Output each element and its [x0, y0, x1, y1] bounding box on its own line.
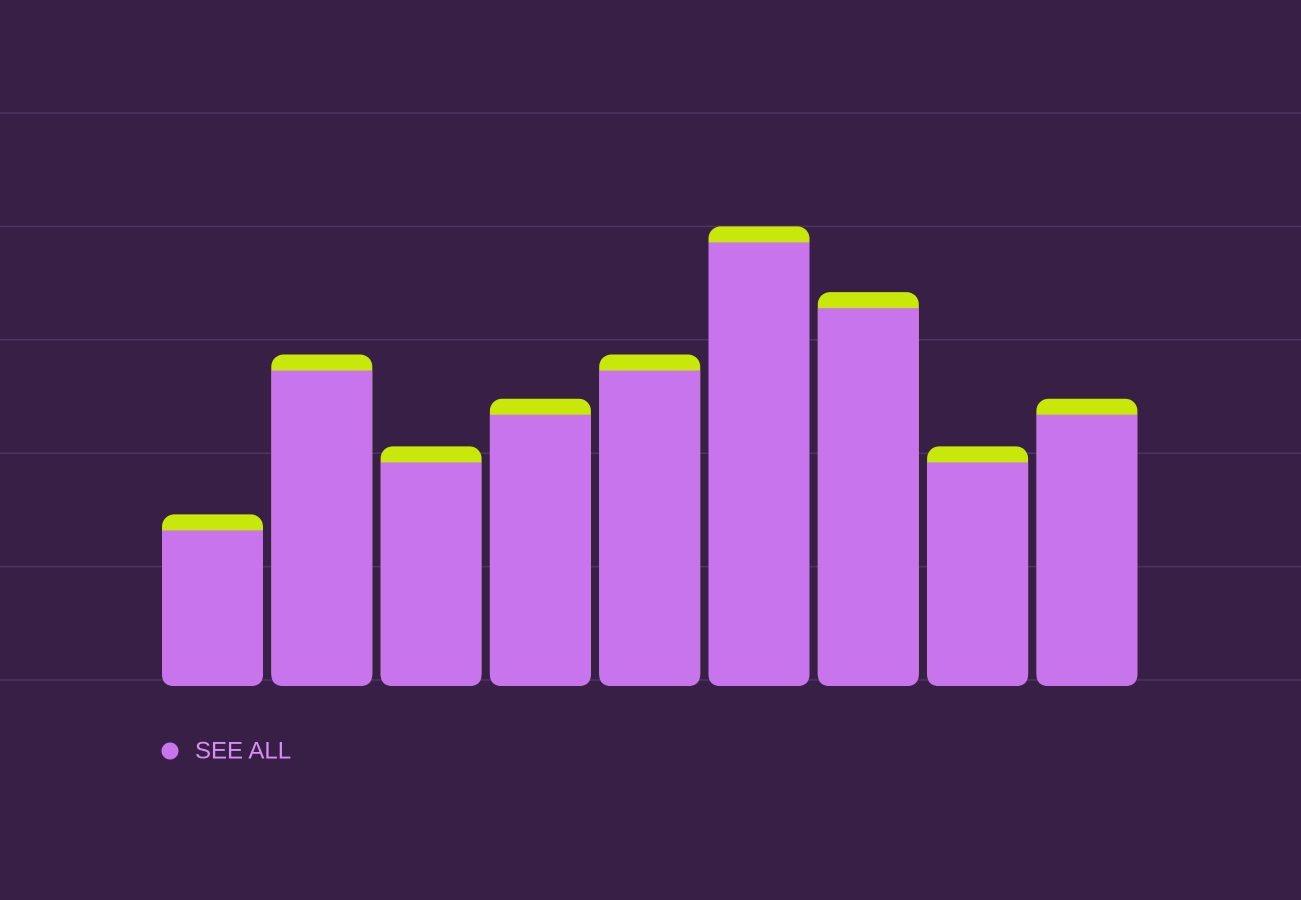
bar-body	[599, 370, 701, 686]
bar-body	[1036, 414, 1138, 686]
bar-body	[927, 462, 1029, 686]
bar-body	[817, 308, 919, 686]
bar-body	[708, 242, 810, 686]
bar-body	[271, 370, 373, 686]
bar-body	[489, 414, 591, 686]
legend-marker	[161, 742, 179, 760]
legend-label: SEE ALL	[195, 737, 291, 764]
bar-body	[162, 530, 263, 686]
bar-body	[380, 462, 482, 686]
